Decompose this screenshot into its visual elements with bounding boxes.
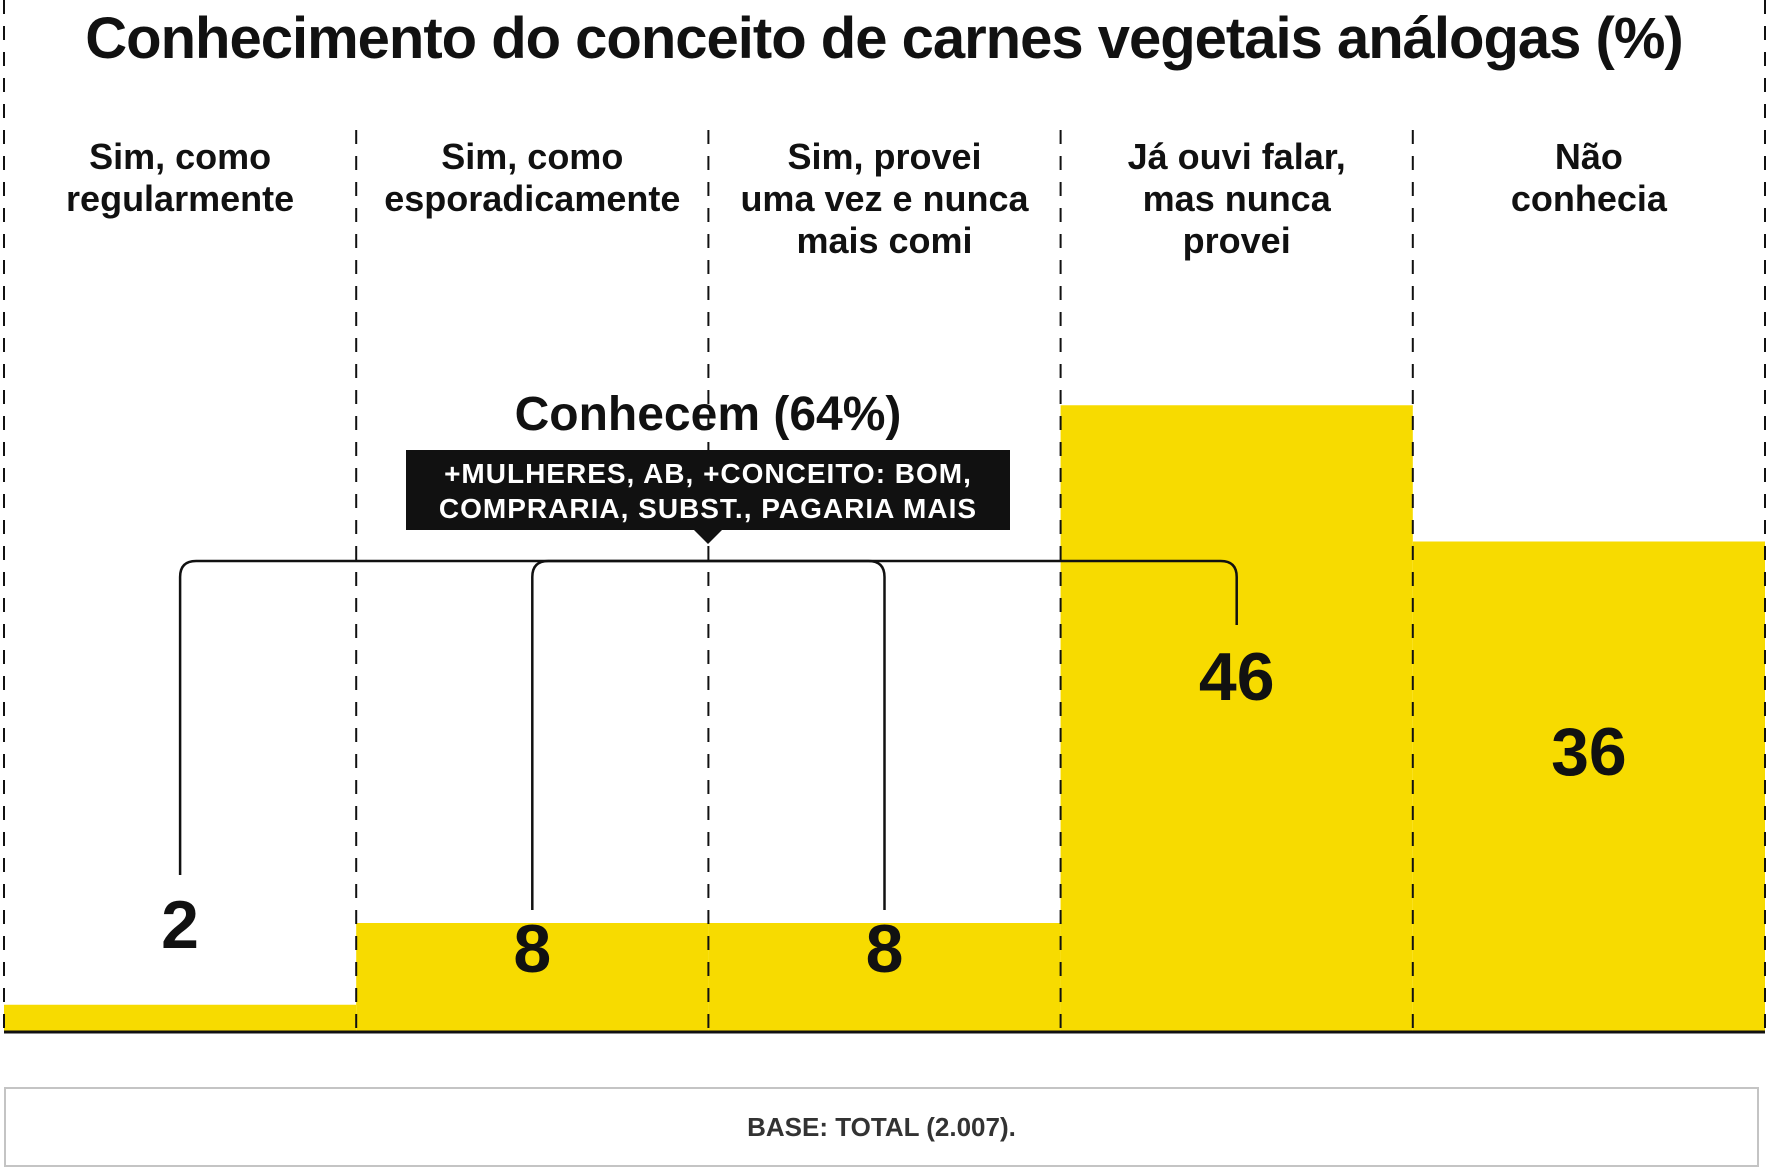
bars-layer <box>4 405 1765 1034</box>
value-label-4: 36 <box>1551 714 1627 790</box>
chart-title: Conhecimento do conceito de carnes veget… <box>85 6 1682 71</box>
group-note-line-1: COMPRARIA, SUBST., PAGARIA MAIS <box>439 493 977 524</box>
value-label-0: 2 <box>161 887 199 963</box>
value-label-1: 8 <box>513 911 551 987</box>
group-note-pointer <box>694 530 722 544</box>
chart: Conhecimento do conceito de carnes veget… <box>3 0 1766 1034</box>
value-label-3: 46 <box>1199 639 1275 715</box>
bar-4 <box>1412 541 1765 1032</box>
category-label-2: Sim, provei uma vez e nunca mais comi <box>740 136 1029 261</box>
bar-1 <box>356 923 709 1032</box>
bar-2 <box>708 923 1061 1032</box>
category-label-0: Sim, como regularmente <box>66 136 294 219</box>
category-labels: Sim, como regularmente Sim, como esporadica… <box>66 136 1668 261</box>
category-label-1: Sim, como esporadicamente <box>384 136 680 219</box>
group-note-line-0: +MULHERES, AB, +CONCEITO: BOM, <box>444 458 972 489</box>
group-note-box <box>406 450 1010 530</box>
group-bracket <box>178 559 1238 910</box>
bar-0 <box>4 1004 357 1032</box>
bracket-inner <box>531 559 886 910</box>
group-annotation: Conhecem (64%) +MULHERES, AB, +CONCEITO: … <box>406 388 1010 544</box>
category-label-3: Já ouvi falar, mas nunca provei <box>1128 136 1346 261</box>
bar-3 <box>1060 405 1413 1032</box>
base-note: BASE: TOTAL (2.007). <box>4 1087 1759 1167</box>
category-label-4: Não conhecia <box>1511 136 1668 219</box>
group-label: Conhecem (64%) <box>515 388 902 441</box>
value-labels: 2 8 8 46 36 <box>161 639 1627 987</box>
value-label-2: 8 <box>866 911 904 987</box>
dashed-dividers <box>3 0 1766 1032</box>
